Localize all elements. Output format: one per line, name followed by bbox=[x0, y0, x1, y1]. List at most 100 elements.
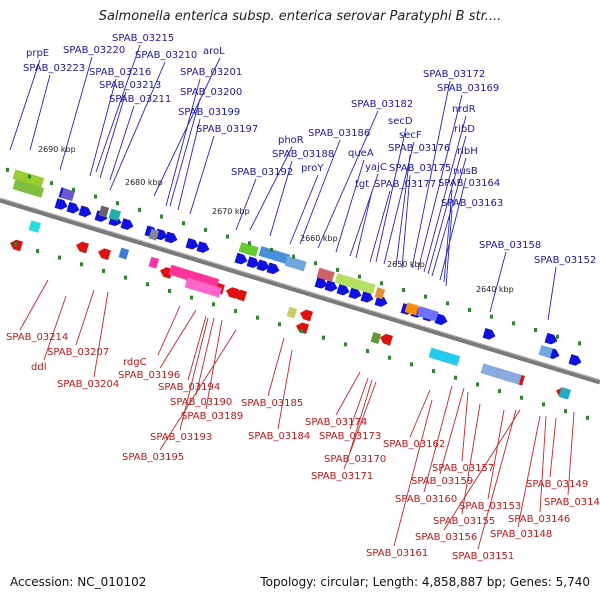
scale-tick bbox=[336, 267, 339, 272]
leader-line bbox=[9, 59, 41, 151]
leader-line bbox=[411, 80, 451, 269]
scale-tick bbox=[446, 301, 449, 306]
leader-line bbox=[423, 115, 467, 273]
leader-line bbox=[445, 209, 453, 287]
tick-label: 2680 kbp bbox=[125, 178, 163, 187]
leader-line bbox=[431, 157, 467, 277]
scale-tick bbox=[278, 322, 281, 327]
scale-tick bbox=[6, 167, 9, 172]
scale-tick bbox=[534, 327, 537, 332]
forward-gene-arrow bbox=[66, 201, 80, 214]
leader-line bbox=[443, 409, 521, 531]
gene-label: SPAB_03172 bbox=[423, 69, 485, 80]
accession-label: Accession: NC_010102 bbox=[10, 575, 147, 589]
gene-block bbox=[12, 179, 45, 198]
leader-line bbox=[187, 315, 207, 381]
forward-gene-arrow bbox=[256, 259, 270, 272]
scale-tick bbox=[226, 234, 229, 239]
gene-label: SPAB_03146 bbox=[508, 514, 570, 525]
gene-block bbox=[12, 169, 45, 188]
scale-tick bbox=[138, 207, 141, 212]
gene-block bbox=[148, 228, 160, 241]
gene-label: SPAB_03158 bbox=[479, 240, 541, 251]
leader-line bbox=[393, 399, 433, 547]
scale-tick bbox=[322, 335, 325, 340]
scale-tick bbox=[160, 214, 163, 219]
tick-label: 2690 kbp bbox=[38, 145, 76, 154]
leader-line bbox=[427, 135, 467, 275]
gene-label: rdgC bbox=[123, 357, 147, 368]
leader-line bbox=[99, 91, 127, 179]
gene-block bbox=[238, 242, 259, 257]
leader-line bbox=[461, 403, 481, 515]
scale-tick bbox=[578, 341, 581, 346]
forward-gene-arrow bbox=[246, 256, 260, 269]
scale-tick bbox=[58, 255, 61, 260]
leader-line bbox=[289, 174, 319, 245]
gene-label: SPAB_03196 bbox=[118, 370, 180, 381]
leader-line bbox=[89, 78, 117, 177]
gene-label: yajC bbox=[365, 162, 387, 173]
forward-gene-arrow bbox=[482, 328, 496, 340]
leader-line bbox=[235, 178, 257, 231]
gene-block bbox=[374, 287, 386, 300]
genome-backbone bbox=[0, 197, 600, 385]
gene-block bbox=[118, 247, 130, 260]
leader-line bbox=[539, 415, 547, 513]
leader-line bbox=[159, 329, 237, 451]
gene-block bbox=[148, 256, 160, 269]
leader-line bbox=[169, 98, 201, 207]
leader-line bbox=[439, 387, 465, 475]
forward-gene-arrow bbox=[234, 252, 248, 265]
scale-tick bbox=[358, 274, 361, 279]
scale-tick bbox=[424, 294, 427, 299]
scale-tick bbox=[432, 369, 435, 374]
gene-label: SPAB_03176 bbox=[388, 143, 450, 154]
gene-block bbox=[370, 332, 382, 344]
leader-line bbox=[335, 371, 361, 416]
scale-tick bbox=[72, 187, 75, 192]
leader-line bbox=[43, 295, 67, 361]
forward-gene-arrow bbox=[434, 313, 448, 326]
gene-label: SPAB_03197 bbox=[196, 124, 258, 135]
scale-tick bbox=[564, 409, 567, 414]
scale-tick bbox=[124, 275, 127, 280]
gene-label: SPAB_03157 bbox=[432, 463, 494, 474]
leader-line bbox=[95, 44, 141, 173]
leader-line bbox=[439, 177, 467, 281]
leader-line bbox=[299, 139, 341, 245]
gene-label: SPAB_03149 bbox=[526, 479, 588, 490]
gene-block bbox=[316, 267, 335, 282]
gene-label: ribD bbox=[454, 124, 475, 135]
scale-tick bbox=[234, 308, 237, 313]
scale-tick bbox=[520, 395, 523, 400]
gene-block bbox=[60, 188, 75, 202]
forward-gene-arrow bbox=[374, 295, 388, 307]
gene-label: SPAB_03223 bbox=[23, 63, 85, 74]
gene-label: SPAB_03148 bbox=[490, 529, 552, 540]
scale-tick bbox=[94, 194, 97, 199]
gene-label: SPAB_03211 bbox=[109, 94, 171, 105]
scale-tick bbox=[542, 402, 545, 407]
gene-label: SPAB_03200 bbox=[180, 87, 242, 98]
leader-line bbox=[349, 377, 369, 430]
leader-line bbox=[349, 379, 373, 453]
leader-line bbox=[93, 291, 109, 378]
gene-label: SPAB_03216 bbox=[89, 67, 151, 78]
forward-gene-arrow bbox=[185, 237, 199, 250]
gene-label: SPAB_03195 bbox=[122, 452, 184, 463]
tick-label: 2670 kbp bbox=[212, 207, 250, 216]
leader-line bbox=[195, 317, 215, 396]
reverse-gene-arrow bbox=[234, 289, 247, 302]
scale-tick bbox=[36, 248, 39, 253]
scale-tick bbox=[454, 375, 457, 380]
scale-tick bbox=[168, 288, 171, 293]
reverse-gene-arrow bbox=[76, 241, 89, 254]
gene-label: SPAB_03188 bbox=[272, 149, 334, 160]
gene-label: SPAB_03145 bbox=[544, 497, 600, 508]
gene-label: SPAB_03170 bbox=[324, 454, 386, 465]
gene-label: aroL bbox=[203, 46, 225, 57]
gene-label: SPAB_03175 bbox=[389, 163, 451, 174]
forward-gene-arrow bbox=[266, 262, 280, 275]
reverse-gene-arrow bbox=[300, 309, 313, 322]
